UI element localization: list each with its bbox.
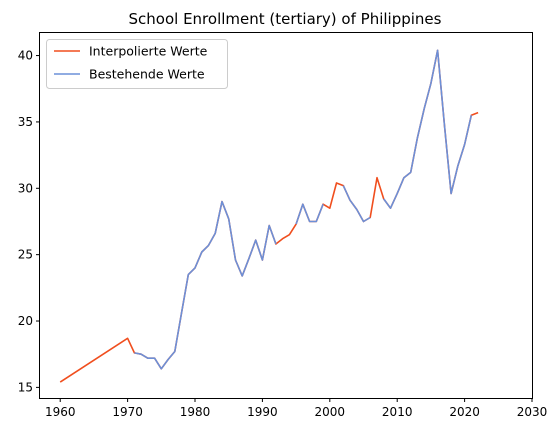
x-tick-label: 1960	[45, 405, 76, 419]
y-tick-label: 25	[18, 248, 33, 262]
axis-ticks: 1960 1970 1980 1990 2000 2010 2020 2030 15 20 25 30…	[18, 49, 548, 419]
x-tick-label: 1990	[247, 405, 278, 419]
x-tick-label: 1970	[112, 405, 143, 419]
x-tick-label: 2000	[315, 405, 346, 419]
legend: Interpolierte Werte Bestehende Werte	[46, 39, 228, 89]
plot-frame	[39, 32, 533, 399]
series-line-interpolated	[59, 49, 479, 383]
x-tick-label: 1980	[180, 405, 211, 419]
y-tick-label: 20	[18, 314, 33, 328]
series-line-existing	[342, 185, 371, 223]
series-line-existing	[295, 203, 324, 225]
x-tick-label: 2010	[382, 405, 413, 419]
x-tick-label: 2020	[449, 405, 480, 419]
legend-box	[46, 39, 228, 89]
legend-label-existing: Bestehende Werte	[89, 67, 205, 82]
x-tick-label: 2030	[517, 405, 548, 419]
chart-title: School Enrollment (tertiary) of Philippi…	[129, 10, 442, 28]
y-tick-label: 35	[18, 115, 33, 129]
series-line-existing	[134, 200, 277, 370]
y-tick-label: 40	[18, 49, 33, 63]
series-line-existing	[383, 49, 473, 209]
y-tick-label: 15	[18, 380, 33, 394]
legend-label-interpolated: Interpolierte Werte	[89, 44, 208, 59]
y-tick-label: 30	[18, 181, 33, 195]
plot-series	[59, 49, 479, 383]
